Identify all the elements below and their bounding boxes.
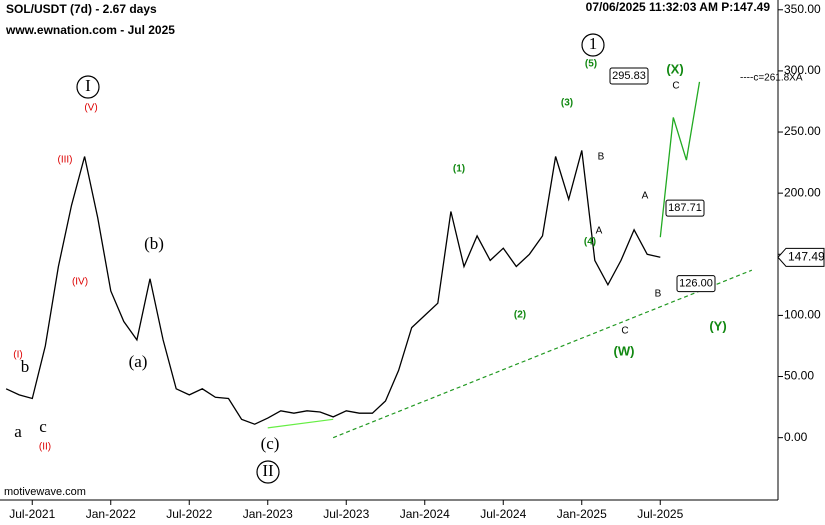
wave-label: B [655, 289, 662, 300]
wave-label: (X) [666, 61, 683, 76]
price-box [676, 275, 716, 293]
wave-label: II [262, 461, 274, 480]
last-price-tag [777, 247, 825, 267]
wave-label: (III) [58, 155, 73, 166]
x-tick-label: Jul-2024 [480, 507, 526, 521]
price-label: 187.71 [668, 202, 702, 214]
x-tick-label: Jan-2025 [557, 507, 607, 521]
wave-label: A [642, 191, 649, 202]
last-price-label: 147.49 [788, 250, 825, 264]
wave-label: 1 [589, 34, 598, 53]
wave-circle [256, 460, 280, 484]
wave-label: C [621, 326, 628, 337]
x-tick-label: Jan-2022 [86, 507, 136, 521]
wave-label: a [14, 422, 22, 441]
wave-label: b [21, 357, 30, 376]
y-tick-label: 100.00 [784, 308, 821, 322]
y-tick-label: 0.00 [784, 430, 808, 444]
price-box [665, 199, 705, 217]
trend-line [332, 269, 753, 439]
wave-label: (b) [144, 234, 164, 253]
wave-label: (5) [585, 59, 597, 70]
x-tick-label: Jan-2023 [243, 507, 293, 521]
x-tick-label: Jan-2024 [400, 507, 450, 521]
x-tick-label: Jul-2025 [637, 507, 683, 521]
price-line [659, 81, 701, 238]
wave-label: ----c=261.8XA [740, 73, 803, 84]
wave-label: (a) [129, 352, 148, 371]
timestamp: 07/06/2025 11:32:03 AM P:147.49 [586, 0, 771, 14]
wave-label: I [85, 76, 91, 95]
x-tick-label: Jul-2022 [166, 507, 212, 521]
wave-label: C [672, 81, 679, 92]
x-tick-label: Jul-2023 [323, 507, 369, 521]
price-line [5, 150, 661, 425]
wave-label: (W) [614, 343, 635, 358]
y-tick-label: 350.00 [784, 2, 821, 16]
x-tick-label: Jul-2021 [9, 507, 55, 521]
chart-title: SOL/USDT (7d) - 2.67 days [6, 2, 157, 16]
wave-label: (V) [84, 103, 97, 114]
y-tick-label: 50.00 [784, 369, 814, 383]
chart-subtitle: www.ewnation.com - Jul 2025 [5, 23, 175, 37]
wave-circle [581, 33, 605, 57]
y-tick-label: 250.00 [784, 124, 821, 138]
wave-label: (4) [584, 237, 596, 248]
wave-label: (1) [453, 164, 465, 175]
price-label: 126.00 [679, 278, 713, 290]
wave-label: (2) [514, 310, 526, 321]
wave-label: c [39, 417, 47, 436]
wave-label: (c) [261, 434, 280, 453]
wave-label: (II) [39, 442, 51, 453]
wave-label: (3) [561, 98, 573, 109]
watermark: motivewave.com [4, 486, 86, 498]
price-box [609, 67, 649, 85]
wave-label: (IV) [72, 277, 88, 288]
price-label: 295.83 [612, 70, 646, 82]
wave-label: A [596, 226, 603, 237]
trend-line [267, 418, 334, 429]
y-tick-label: 300.00 [784, 63, 821, 77]
wave-label: (Y) [709, 318, 726, 333]
wave-label: B [598, 152, 605, 163]
wave-label: (I) [13, 350, 22, 361]
wave-circle [76, 75, 100, 99]
y-tick-label: 200.00 [784, 185, 821, 199]
